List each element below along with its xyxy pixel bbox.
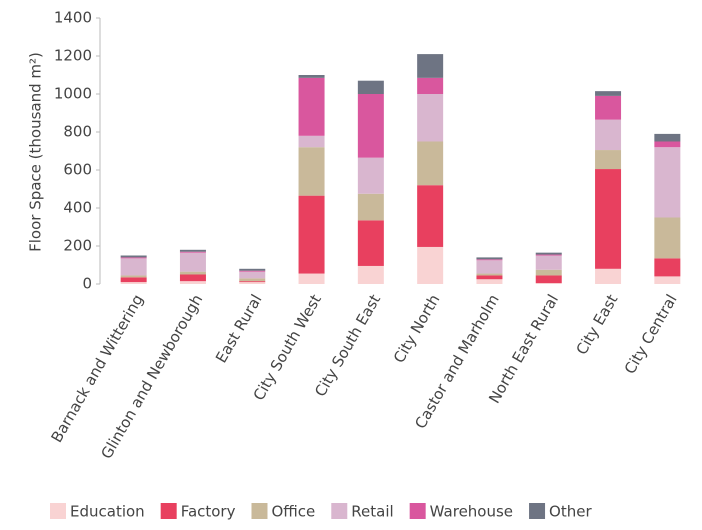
bar-segment xyxy=(357,220,384,266)
bar-segment xyxy=(239,281,266,283)
bar-segment xyxy=(239,271,266,279)
x-tick-label: East Rural xyxy=(212,291,266,366)
bar-segment xyxy=(595,268,622,284)
x-tick-label: City East xyxy=(573,291,622,358)
bar-segment xyxy=(595,119,622,151)
legend-swatch xyxy=(251,503,268,519)
bar-segment xyxy=(357,265,384,284)
x-tick-label: City North xyxy=(390,291,444,366)
bar-segment xyxy=(357,193,384,221)
bar-segment xyxy=(654,141,681,148)
bar-segment xyxy=(476,260,503,274)
bar-segment xyxy=(595,95,622,120)
bar-segment xyxy=(417,246,444,284)
y-tick-label: 1200 xyxy=(54,47,92,65)
bar-segment xyxy=(417,54,444,78)
bar-segment xyxy=(357,94,384,158)
bar-segment xyxy=(595,169,622,269)
bar-segment xyxy=(179,252,206,272)
bar-segment xyxy=(417,77,444,94)
bar-segment xyxy=(179,271,206,275)
bar-segment xyxy=(417,185,444,247)
bar-segment xyxy=(120,258,147,276)
bar-segment xyxy=(535,255,562,270)
bar-segment xyxy=(535,275,562,284)
bar-segment xyxy=(654,133,681,142)
legend-swatch xyxy=(529,503,546,519)
legend-label: Warehouse xyxy=(430,503,513,521)
legend-swatch xyxy=(409,503,426,519)
x-tick-label: Glinton and Newborough xyxy=(97,291,206,462)
legend-label: Factory xyxy=(181,503,236,521)
y-tick-label: 1000 xyxy=(54,85,92,103)
bar-segment xyxy=(476,273,503,276)
bar-segment xyxy=(476,279,503,284)
bar-segment xyxy=(417,94,444,142)
bar-segment xyxy=(357,80,384,94)
bar-segment xyxy=(120,257,147,259)
bar-segment xyxy=(120,275,147,278)
y-tick-label: 800 xyxy=(63,123,92,141)
bar-segment xyxy=(476,275,503,280)
bar-segment xyxy=(120,255,147,258)
bar-segment xyxy=(298,135,325,148)
legend-label: Other xyxy=(549,503,592,521)
y-tick-label: 600 xyxy=(63,161,92,179)
bar-segment xyxy=(179,251,206,253)
y-tick-label: 1400 xyxy=(54,9,92,27)
legend-label: Education xyxy=(70,503,145,521)
legend-swatch xyxy=(50,503,66,519)
legend-swatch xyxy=(331,503,348,519)
bar-segment xyxy=(298,147,325,196)
legend-label: Retail xyxy=(351,503,393,521)
bar-segment xyxy=(654,276,681,284)
bar-segment xyxy=(535,283,562,284)
bar-segment xyxy=(476,259,503,261)
bar-segment xyxy=(298,273,325,284)
bar-segment xyxy=(239,282,266,284)
bar-segment xyxy=(120,277,147,283)
bar-segment xyxy=(120,282,147,284)
y-tick-label: 0 xyxy=(82,275,92,293)
bar-segment xyxy=(535,254,562,256)
bar-segment xyxy=(595,91,622,96)
y-tick-label: 200 xyxy=(63,237,92,255)
bar-segment xyxy=(654,217,681,259)
x-tick-label: City South East xyxy=(311,291,384,400)
bar-segment xyxy=(239,270,266,272)
bar-segment xyxy=(654,147,681,218)
bar-segment xyxy=(535,252,562,255)
bar-segment xyxy=(179,281,206,284)
bar-segment xyxy=(298,195,325,274)
bar-segment xyxy=(595,150,622,170)
bar-segment xyxy=(179,274,206,282)
y-axis-label: Floor Space (thousand m²) xyxy=(27,52,45,252)
bar-segment xyxy=(357,157,384,194)
bar-segment xyxy=(239,278,266,282)
bar-segment xyxy=(476,257,503,260)
bar-segment xyxy=(535,269,562,276)
bar-segment xyxy=(417,141,444,186)
bar-segment xyxy=(239,268,266,271)
y-tick-label: 400 xyxy=(63,199,92,217)
legend-swatch xyxy=(160,503,177,519)
bar-segment xyxy=(179,249,206,252)
x-tick-label: City Central xyxy=(621,291,681,377)
bar-segment xyxy=(654,258,681,277)
legend-label: Office xyxy=(271,503,315,521)
bar-segment xyxy=(298,75,325,78)
bar-segment xyxy=(298,77,325,136)
